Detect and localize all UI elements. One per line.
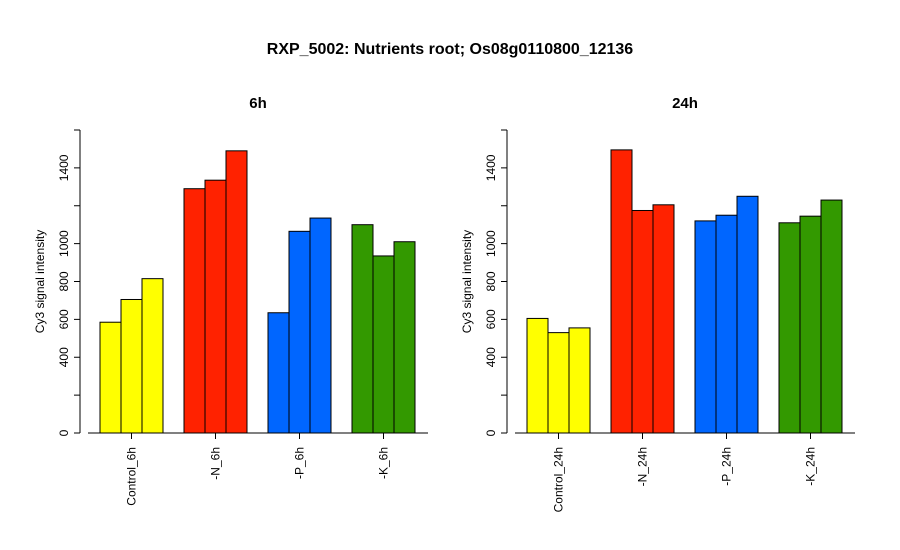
x-tick-label: Control_24h bbox=[552, 447, 566, 512]
x-tick-label: -K_6h bbox=[377, 447, 391, 479]
y-tick-label: 1000 bbox=[57, 230, 71, 257]
bar bbox=[568, 327, 591, 434]
bar bbox=[778, 222, 801, 434]
x-tick-label: -N_6h bbox=[209, 447, 223, 480]
bar bbox=[141, 278, 164, 434]
bar bbox=[547, 332, 570, 434]
bar bbox=[631, 209, 654, 434]
y-tick-label: 600 bbox=[57, 309, 71, 329]
y-tick-label: 400 bbox=[484, 347, 498, 367]
bar bbox=[526, 317, 549, 434]
y-tick-label: 400 bbox=[57, 347, 71, 367]
bar bbox=[610, 149, 633, 434]
bar bbox=[225, 150, 248, 434]
x-tick-label: -P_6h bbox=[293, 447, 307, 479]
bar bbox=[204, 179, 227, 434]
bar bbox=[351, 224, 374, 434]
panel-title: 6h bbox=[249, 95, 267, 112]
y-tick-label: 800 bbox=[57, 271, 71, 291]
bar bbox=[736, 195, 759, 434]
bar bbox=[393, 241, 416, 434]
bar bbox=[372, 255, 395, 434]
y-tick-label: 600 bbox=[484, 309, 498, 329]
y-axis-title: Cy3 signal intensity bbox=[33, 230, 47, 333]
bar bbox=[99, 321, 122, 434]
bar bbox=[652, 204, 675, 434]
y-tick-label: 800 bbox=[484, 271, 498, 291]
bar bbox=[183, 188, 206, 434]
y-tick-label: 1000 bbox=[484, 230, 498, 257]
bar bbox=[120, 298, 143, 434]
bar bbox=[267, 312, 290, 434]
y-tick-label: 0 bbox=[484, 429, 498, 436]
bar bbox=[820, 199, 843, 434]
y-tick-label: 0 bbox=[57, 429, 71, 436]
x-tick-label: -N_24h bbox=[636, 447, 650, 486]
x-tick-label: Control_6h bbox=[125, 447, 139, 506]
bar bbox=[799, 215, 822, 434]
y-axis-title: Cy3 signal intensity bbox=[460, 230, 474, 333]
main-title: RXP_5002: Nutrients root; Os08g0110800_1… bbox=[267, 41, 634, 58]
y-tick-label: 1400 bbox=[57, 154, 71, 181]
bar bbox=[288, 230, 311, 434]
x-tick-label: -K_24h bbox=[804, 447, 818, 486]
bar bbox=[715, 214, 738, 434]
bar bbox=[694, 220, 717, 434]
x-tick-label: -P_24h bbox=[720, 447, 734, 486]
bar bbox=[309, 217, 332, 434]
y-tick-label: 1400 bbox=[484, 154, 498, 181]
panel-title: 24h bbox=[672, 95, 698, 112]
